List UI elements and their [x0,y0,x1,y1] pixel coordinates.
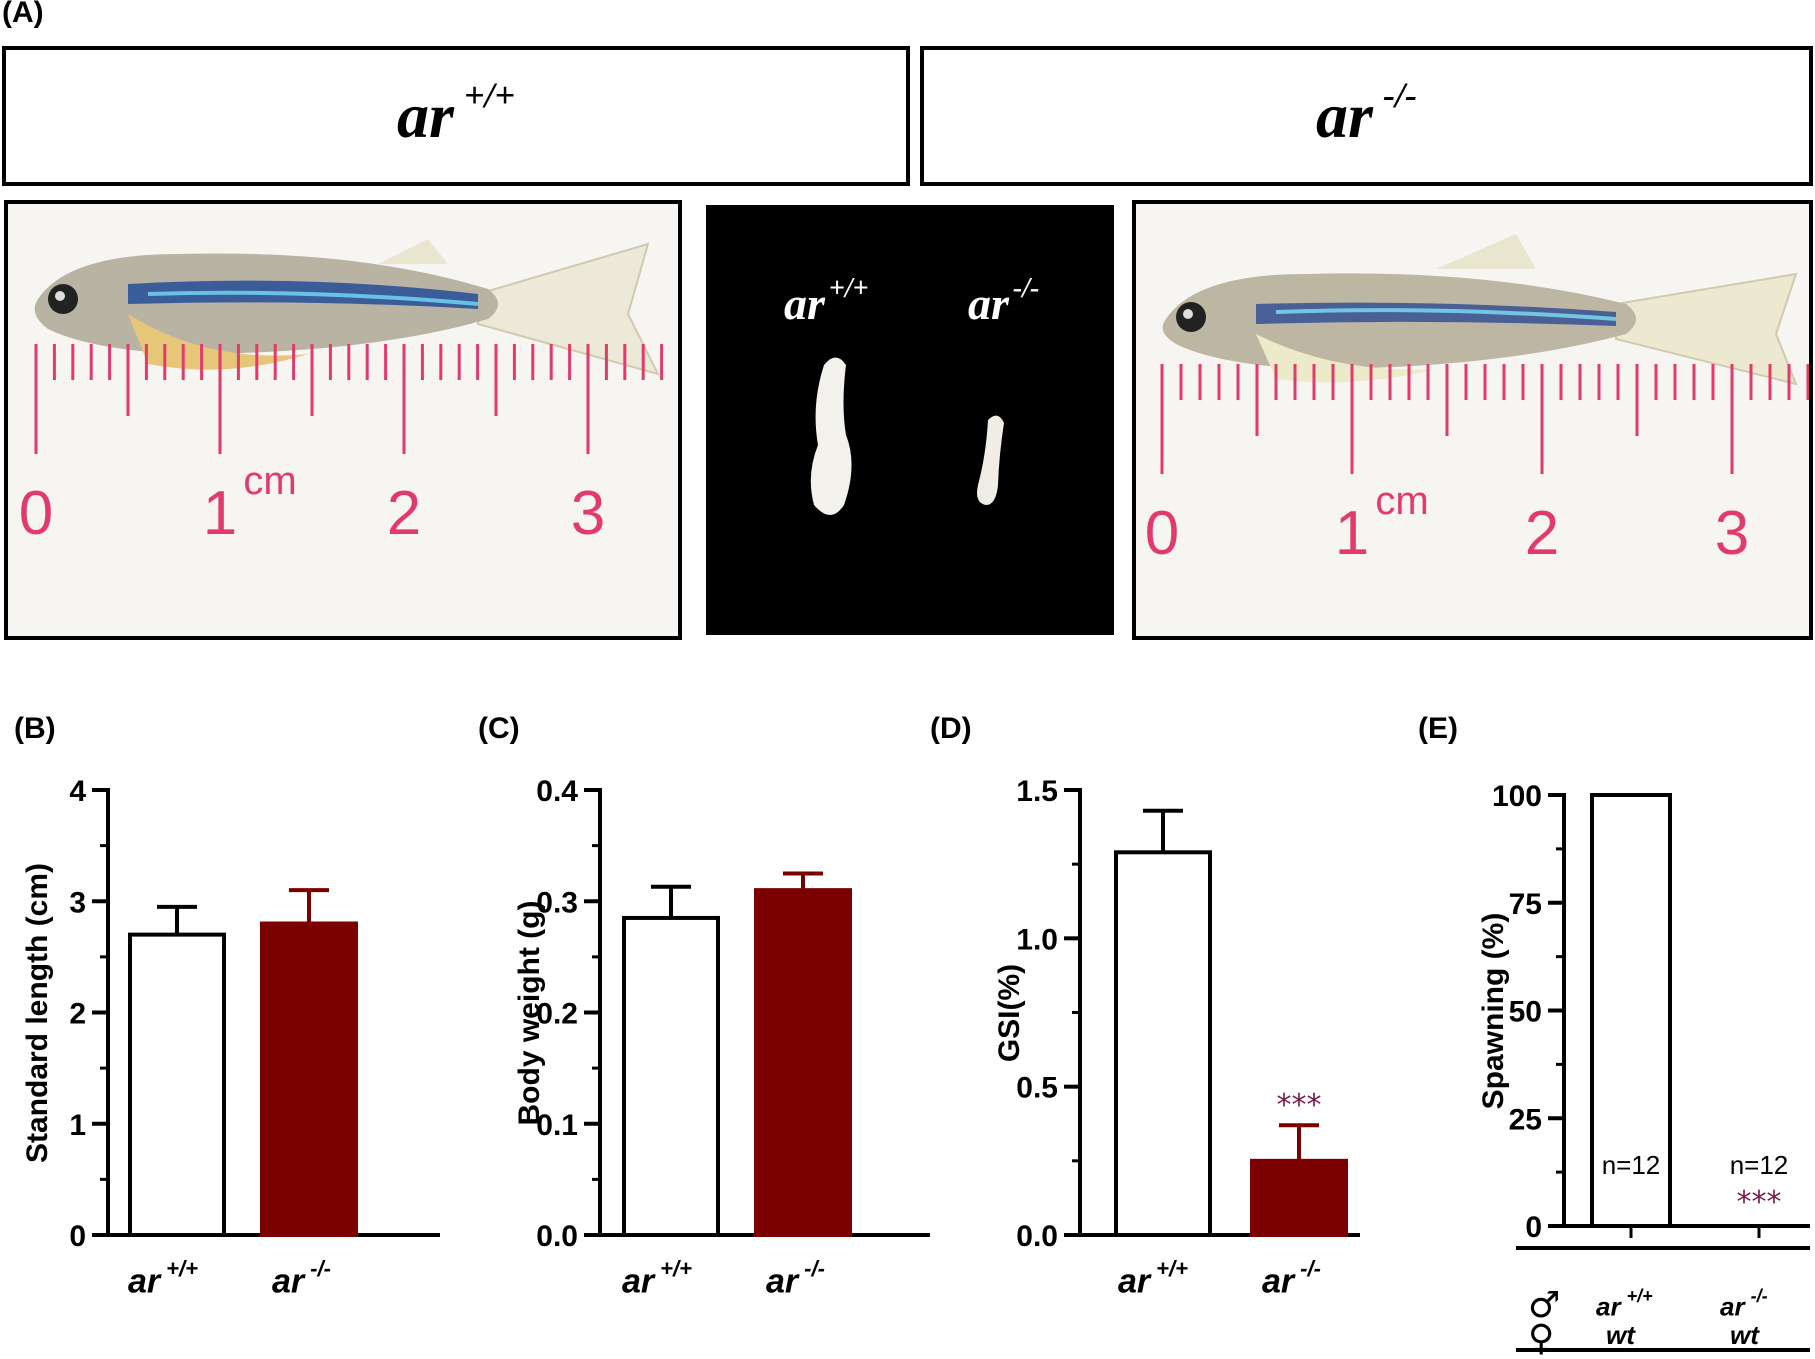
y-axis-label: Standard length (cm) [21,862,54,1163]
y-axis-label: GSI(%) [993,963,1026,1062]
y-tick-label: 0.1 [536,1109,578,1142]
x-tick-label: ar +/+ [1118,1256,1188,1301]
ruler-number: 0 [19,479,53,548]
n-label: n=12 [1602,1150,1661,1180]
genotype-label-mutant: ar -/- [1316,74,1417,151]
y-tick-label: 1 [69,1109,86,1142]
y-axis-label: Spawning (%) [1477,912,1510,1109]
y-tick-label: 0.0 [536,1220,578,1253]
bar [754,888,852,1237]
significance-marker: *** [1737,1185,1782,1220]
ruler-number: 3 [571,479,605,548]
bar [622,915,720,1237]
x-tick-label-male: ar +/+ [1596,1286,1653,1322]
x-tick-label: ar -/- [272,1256,331,1301]
panel-c-letter: (C) [478,712,520,745]
y-tick-label: 2 [69,998,86,1031]
gonad-label-mutant: ar -/- [968,272,1040,329]
ruler-number: 3 [1715,499,1749,568]
bar [1590,793,1672,1228]
genotype-label-wild: ar +/+ [397,74,515,151]
bar [1250,1158,1348,1238]
y-tick-label: 1.0 [1016,923,1058,956]
y-tick-label: 0 [69,1220,86,1253]
y-tick-label: 25 [1509,1103,1542,1136]
y-tick-label: 3 [69,886,86,919]
y-axis-label: Body weight (g) [513,900,546,1125]
ruler-number: 1 [1335,499,1369,568]
y-tick-label: 100 [1492,780,1542,813]
wild-fish-image: 0 1 2 3 cm [8,204,678,636]
genotype-box-mutant: ar -/- [920,46,1813,186]
gonad-wild [810,357,852,515]
panel-a-letter: (A) [2,0,44,29]
ruler-unit: cm [1375,479,1428,523]
x-tick-label: ar +/+ [128,1256,198,1301]
wild-ruler: 0 1 2 3 cm [19,344,664,548]
chart-svg: 0.0 0.1 0.2 0.3 0.4 [536,775,930,1253]
chart-svg: 0 1 2 3 4 [69,775,440,1253]
bar [260,921,358,1237]
gonad-shapes [810,357,1004,515]
female-symbol: ♀ [1528,1318,1555,1359]
wild-fish-photo: 0 1 2 3 cm [4,200,682,640]
ruler-unit: cm [243,459,296,503]
panel-d-letter: (D) [930,712,972,745]
chart-standard-length: 0 1 2 3 4 [18,760,470,1270]
x-tick-label-female: wt [1606,1320,1635,1350]
ruler-number: 0 [1145,499,1179,568]
ruler-number: 2 [387,479,421,548]
male-symbol: ♂ [1528,1285,1561,1326]
x-tick-label: ar -/- [1262,1256,1321,1301]
chart-spawning: 0 25 50 75 100 *** n=12 n=12 [1474,765,1815,1352]
y-tick-label: 1.5 [1016,775,1058,808]
y-tick-label: 0.0 [1016,1220,1058,1253]
panel-b-letter: (B) [14,712,56,745]
mutant-fish-photo: 0 1 2 3 cm [1132,200,1813,640]
x-tick-label-male: ar -/- [1720,1286,1768,1322]
gonad-photo: ar +/+ ar -/- [706,205,1114,635]
y-tick-label: 0.5 [1016,1072,1058,1105]
gonad-mutant [977,415,1004,505]
bar [128,932,226,1237]
x-tick-label: ar +/+ [622,1256,692,1301]
y-tick-label: 50 [1509,996,1542,1029]
mutant-ruler: 0 1 2 3 cm [1145,364,1809,568]
y-tick-label: 0 [1525,1211,1542,1244]
n-label: n=12 [1730,1150,1789,1180]
chart-svg: 0 25 50 75 100 *** n=12 n=12 [1492,780,1810,1352]
x-tick-label: ar -/- [766,1256,825,1301]
y-tick-label: 0.4 [536,775,578,808]
y-tick-label: 0.2 [536,998,578,1031]
chart-body-weight: 0.0 0.1 0.2 0.3 0.4 [510,760,960,1270]
y-tick-label: 4 [69,775,86,808]
panel-e-letter: (E) [1418,712,1458,745]
y-tick-label: 0.3 [536,886,578,919]
ruler-number: 1 [203,479,237,548]
significance-marker: *** [1277,1088,1322,1123]
bar [1114,850,1212,1238]
chart-svg: 0.0 0.5 1.0 1.5 *** [1016,775,1360,1253]
mutant-fish-image: 0 1 2 3 cm [1136,204,1809,636]
y-tick-label: 75 [1509,888,1542,921]
genotype-box-wild: ar +/+ [2,46,910,186]
gonad-label-wild: ar +/+ [784,272,869,329]
chart-gsi: 0.0 0.5 1.0 1.5 *** [990,760,1390,1270]
ruler-number: 2 [1525,499,1559,568]
x-tick-label-female: wt [1730,1320,1759,1350]
